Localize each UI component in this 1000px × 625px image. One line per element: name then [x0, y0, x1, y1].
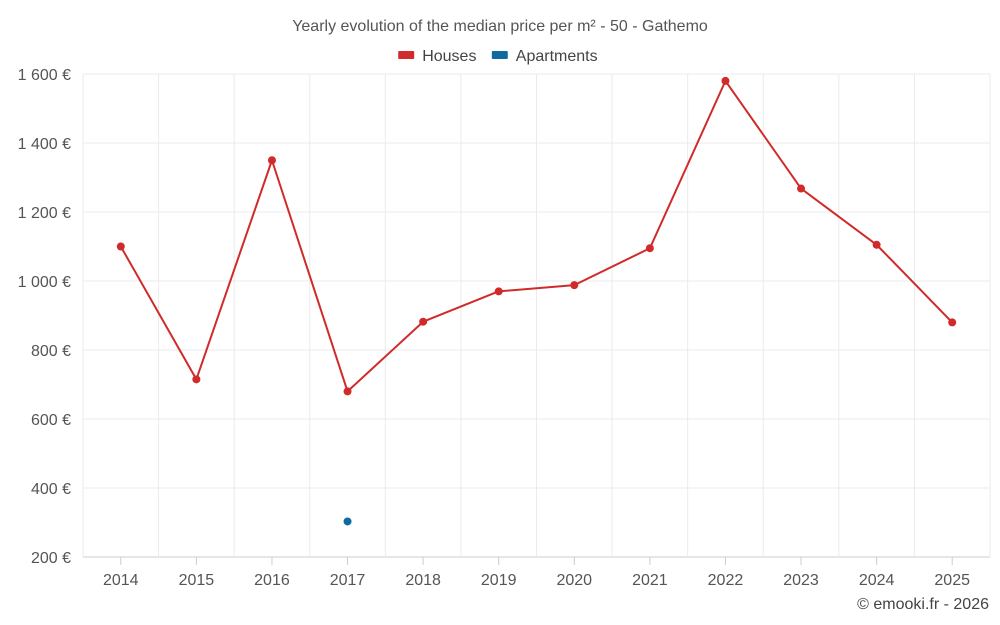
data-point-houses-2015[interactable] [192, 375, 201, 384]
x-axis: 2014 2015 2016 2017 2018 2019 2020 2021 2022 2023… [103, 557, 970, 589]
data-point-houses-2019[interactable] [494, 287, 503, 296]
legend-label: Houses [422, 48, 476, 65]
x-tick-label: 2016 [254, 572, 290, 589]
y-tick-label: 800 € [31, 343, 71, 360]
series-houses [116, 76, 957, 396]
chart-title: Yearly evolution of the median price per… [292, 18, 708, 35]
data-point-houses-2016[interactable] [267, 156, 276, 165]
data-point-houses-2014[interactable] [116, 242, 125, 251]
legend: Houses Apartments [398, 48, 598, 65]
y-tick-label: 600 € [31, 412, 71, 429]
y-tick-label: 1 200 € [18, 205, 71, 222]
y-tick-label: 200 € [31, 550, 71, 567]
legend-label: Apartments [516, 48, 598, 65]
x-tick-label: 2019 [481, 572, 517, 589]
legend-item-apartments[interactable]: Apartments [491, 48, 598, 65]
data-point-houses-2022[interactable] [721, 76, 730, 85]
data-point-houses-2018[interactable] [419, 317, 428, 326]
x-tick-label: 2024 [859, 572, 895, 589]
y-tick-label: 1 400 € [18, 136, 71, 153]
grid [82, 73, 991, 558]
data-point-houses-2023[interactable] [797, 184, 806, 193]
legend-item-houses[interactable]: Houses [398, 48, 476, 65]
series-line-houses [119, 79, 953, 393]
series-layer [116, 76, 957, 526]
x-tick-label: 2018 [405, 572, 441, 589]
x-tick-label: 2021 [632, 572, 668, 589]
data-point-apartments-2017[interactable] [343, 517, 352, 526]
x-tick-label: 2022 [708, 572, 744, 589]
data-point-houses-2024[interactable] [872, 240, 881, 249]
data-point-houses-2020[interactable] [570, 281, 579, 290]
x-tick-label: 2025 [934, 572, 970, 589]
x-tick-label: 2014 [103, 572, 139, 589]
y-tick-label: 400 € [31, 481, 71, 498]
series-apartments [343, 517, 352, 526]
x-tick-label: 2023 [783, 572, 819, 589]
credit-text: © emooki.fr - 2026 [857, 596, 989, 613]
data-point-houses-2021[interactable] [645, 244, 654, 253]
legend-swatch [398, 51, 415, 59]
x-tick-label: 2020 [556, 572, 592, 589]
x-tick-label: 2017 [330, 572, 366, 589]
data-point-houses-2017[interactable] [343, 387, 352, 396]
data-point-houses-2025[interactable] [948, 318, 957, 327]
y-axis: 200 € 400 € 600 € 800 € 1 000 € 1 200 € 1 400 … [18, 67, 71, 567]
legend-swatch [491, 51, 508, 59]
x-tick-label: 2015 [179, 572, 215, 589]
y-tick-label: 1 600 € [18, 67, 71, 84]
y-tick-label: 1 000 € [18, 274, 71, 291]
